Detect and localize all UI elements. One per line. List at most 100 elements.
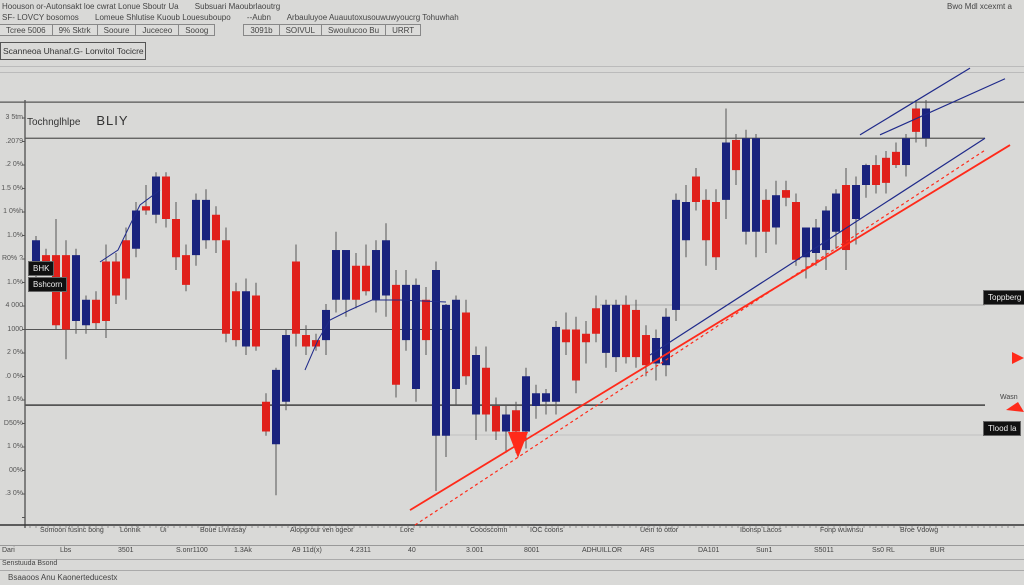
arrow-marker [1006, 402, 1024, 412]
x-tick-label: Broe Vdowg [900, 527, 939, 534]
toolbar-cell[interactable]: URRT [386, 24, 422, 36]
left-price-tag: BHK [28, 261, 55, 276]
candle-bullish [432, 270, 440, 436]
y-tick-label: .3 0% [5, 490, 23, 497]
y-tick-label: 1 0% [7, 396, 23, 403]
toolbar-cell[interactable]: Sooog [179, 24, 216, 36]
control-toolbar-button[interactable]: Scanneoa Uhanaf.G- Lonvitol Tocicre [0, 42, 146, 60]
candle-bearish [762, 199, 770, 232]
divider [0, 66, 1024, 67]
left-price-tag: Bshcorn [28, 277, 68, 292]
candle-bullish [812, 227, 820, 253]
y-tick-label: 4 000 [5, 302, 23, 309]
candle-bearish [122, 240, 130, 279]
x-tick-label: Fonp wuwnsu [820, 527, 864, 534]
y-tick-label: 00% [8, 466, 23, 474]
candle-bearish [592, 308, 600, 334]
toolbar-cell[interactable]: Sooure [97, 24, 137, 36]
right-note: Wasn [1000, 394, 1018, 401]
candle-bearish [232, 291, 240, 341]
candle-bearish [562, 329, 570, 343]
toolbar-cell[interactable]: SOIVUL [279, 24, 322, 36]
toolbar-cell[interactable]: Swoulucoo Bu [321, 24, 387, 36]
candle-bearish [262, 401, 270, 432]
candle-bearish [582, 333, 590, 343]
candle-bullish [72, 255, 80, 321]
toolbar-row-2: SF- LOVCY bosomos Lomeue Shlutise Kuoub … [2, 13, 1024, 22]
candle-bullish [852, 185, 860, 219]
menu-text[interactable]: Bwo Mdl xcexmt a [947, 2, 1012, 11]
menu-text[interactable]: --Aubn [246, 13, 271, 22]
bottom-value: 8001 [524, 547, 540, 554]
chart-title: Tochnglhlpe BLIY [27, 113, 129, 128]
menu-text[interactable]: SF- LOVCY bosomos [2, 13, 79, 22]
x-tick-label: Ui [160, 527, 167, 534]
candle-bearish [212, 214, 220, 241]
candle-bearish [622, 304, 630, 358]
candle-bearish [692, 176, 700, 202]
menu-text[interactable]: Hoouson or-Autonsakt loe cwrat Lonue Sbo… [2, 2, 179, 11]
candle-bullish [442, 304, 450, 436]
candle-bearish [702, 199, 710, 241]
y-tick-label: 2 0% [7, 349, 23, 356]
y-tick-label: .2 0% [5, 161, 23, 168]
y-tick-label: 1000 [7, 325, 23, 333]
candle-bullish [542, 393, 550, 402]
y-tick-label: .0 0% [5, 372, 23, 380]
x-tick-label: IOC coons [530, 527, 564, 534]
bottom-value: S.onr1100 [176, 547, 208, 554]
bottom-value: 3.001 [466, 547, 484, 554]
chart-symbol: BLIY [96, 113, 129, 128]
candle-bullish [322, 309, 330, 341]
toolbar-cell[interactable]: 3091b [243, 24, 280, 36]
y-tick-label: 1 0%h [3, 208, 23, 215]
x-tick-label: Lore [400, 527, 415, 534]
candle-bearish [462, 312, 470, 377]
candle-bullish [832, 193, 840, 232]
candle-bullish [412, 284, 420, 389]
y-tick-label: .2079 [5, 137, 23, 145]
trendline [414, 149, 986, 526]
x-tick-label: Somoon fusinc bong [40, 527, 104, 534]
candle-bullish [342, 250, 350, 300]
bottom-value: Lbs [60, 547, 72, 554]
candle-bearish [482, 367, 490, 415]
candle-bullish [862, 165, 870, 185]
candle-bullish [282, 335, 290, 402]
candle-bearish [352, 265, 360, 300]
candle-bearish [632, 309, 640, 358]
candle-bullish [372, 250, 380, 300]
x-tick-label: Lonnik [120, 527, 141, 534]
candle-bullish [202, 199, 210, 241]
bottom-value: A9 11d(x) [292, 547, 322, 554]
menu-text[interactable]: Subsuari Maoubrlaoutrg [194, 2, 281, 11]
bottom-value: ARS [640, 547, 655, 554]
candle-bullish [472, 355, 480, 415]
bottom-value: 4.2311 [350, 547, 371, 554]
menu-text[interactable]: Lomeue Shlutise Kuoub Louesuboupo [95, 13, 231, 22]
candle-bearish [422, 299, 430, 341]
bottom-value: BUR [930, 547, 945, 554]
divider [0, 559, 1024, 560]
candle-bullish [32, 240, 40, 275]
candle-bearish [792, 202, 800, 260]
candle-bearish [732, 139, 740, 171]
trendline [649, 137, 986, 356]
candle-bullish [662, 316, 670, 366]
divider [0, 545, 1024, 546]
y-tick-label: 1.0% [7, 231, 23, 239]
candle-bullish [332, 250, 340, 300]
candle-bullish [752, 138, 760, 232]
candle-bullish [682, 202, 690, 241]
y-tick-label: 1 0% [7, 443, 23, 450]
toolbar-cell[interactable]: Tcree 5006 [0, 24, 53, 36]
moving-average-line [304, 299, 447, 371]
menu-text[interactable]: Arbauluyoe Auauutoxusouwuwyoucrg Tohuwha… [286, 13, 459, 22]
x-tick-label: Coooscomn [470, 527, 508, 534]
bottom-value: ADHUILLOR [582, 547, 623, 554]
y-tick-label: 3 5tm [5, 114, 23, 121]
candle-bearish [572, 329, 580, 381]
toolbar-cell[interactable]: Juceceo [136, 24, 180, 36]
toolbar-cell[interactable]: 9% Sktrk [52, 24, 98, 36]
